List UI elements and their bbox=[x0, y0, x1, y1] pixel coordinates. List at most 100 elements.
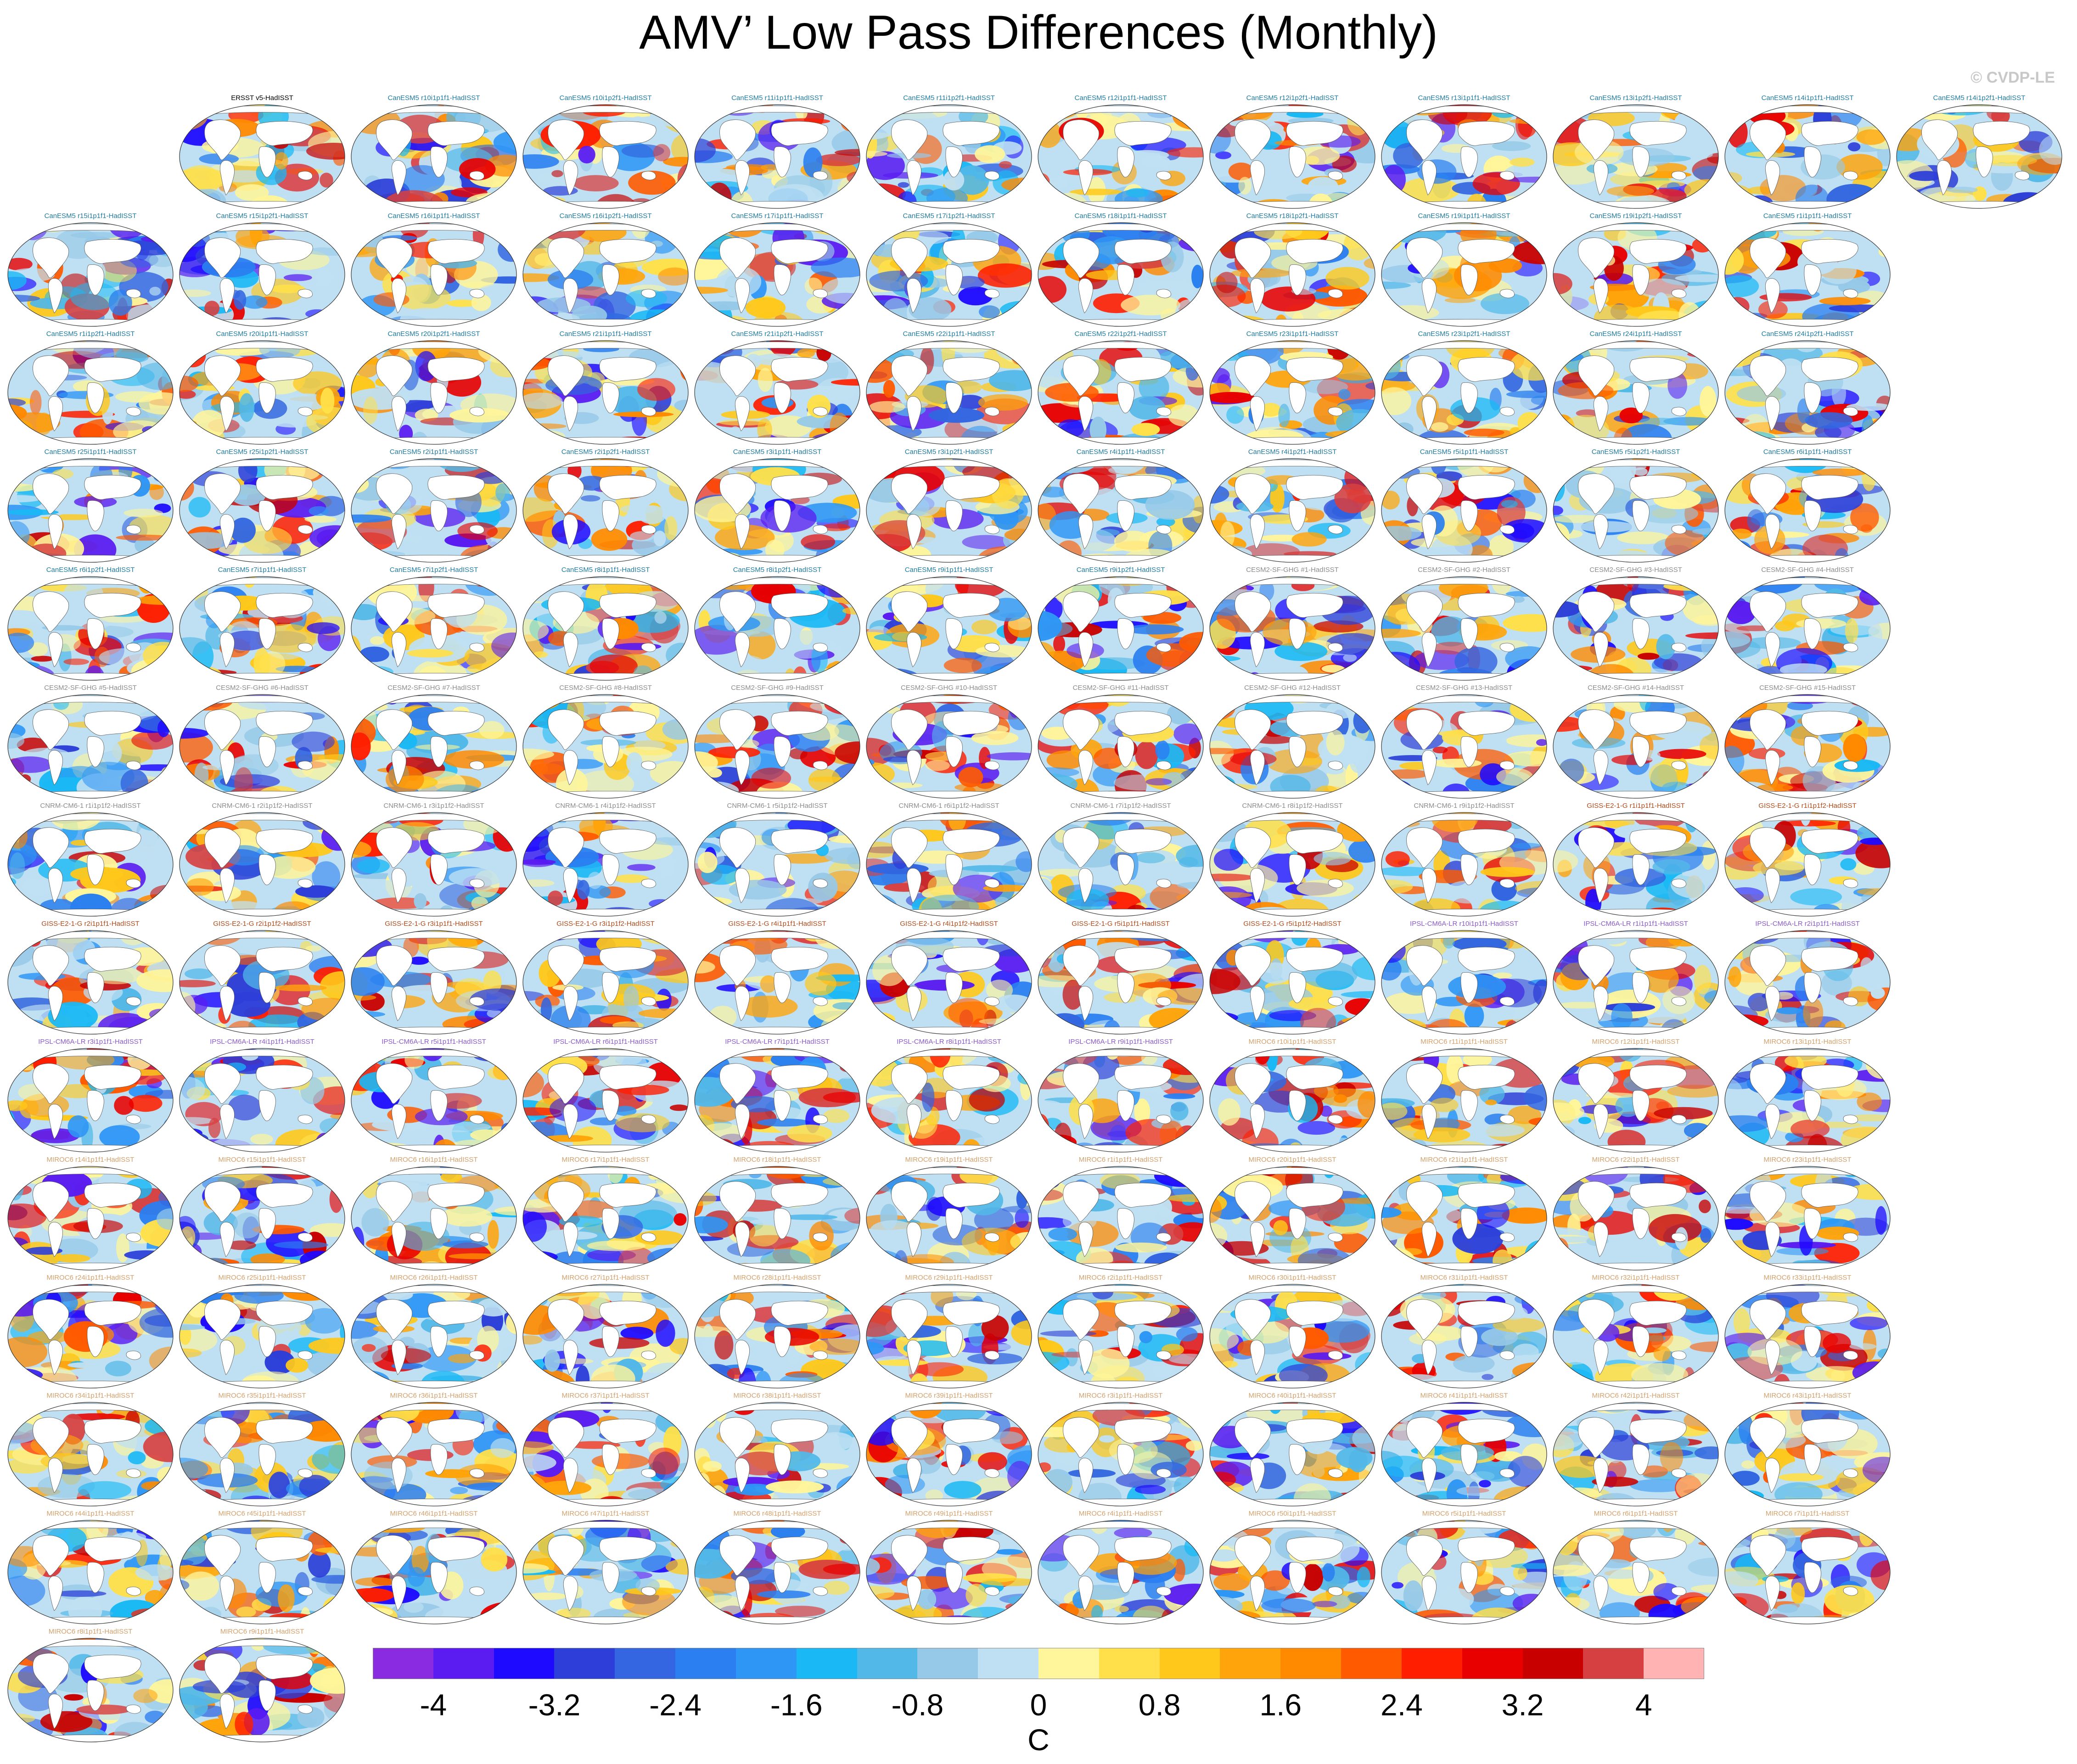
map-panel: CNRM-CM6-1 r8i1p1f2-HadISST bbox=[1207, 802, 1378, 918]
map-panel: CanESM5 r14i1p1f1-HadISST bbox=[1722, 94, 1893, 210]
map-panel-label: MIROC6 r34i1p1f1-HadISST bbox=[46, 1392, 135, 1400]
robinson-map bbox=[1381, 340, 1547, 445]
robinson-map bbox=[694, 1402, 860, 1506]
sst-difference-field bbox=[1038, 812, 1203, 916]
map-panel-label: MIROC6 r49i1p1f1-HadISST bbox=[905, 1510, 993, 1518]
robinson-map bbox=[1209, 812, 1375, 917]
sst-difference-field bbox=[866, 1284, 1032, 1388]
sst-difference-field bbox=[695, 812, 860, 916]
map-panel-label: CNRM-CM6-1 r4i1p1f2-HadISST bbox=[555, 802, 656, 810]
sst-difference-field bbox=[1210, 577, 1375, 680]
sst-difference-field bbox=[1038, 1166, 1203, 1270]
map-panel-label: CanESM5 r10i1p1f1-HadISST bbox=[387, 94, 480, 102]
sst-difference-field bbox=[1725, 1284, 1890, 1388]
robinson-map bbox=[1038, 1166, 1204, 1271]
sst-difference-field bbox=[1038, 105, 1203, 208]
map-panel-label: CESM2-SF-GHG #12-HadISST bbox=[1244, 684, 1341, 692]
map-panel: CanESM5 r2i1p2f1-HadISST bbox=[520, 448, 691, 564]
robinson-map bbox=[694, 1284, 860, 1389]
map-panel-label: MIROC6 r33i1p1f1-HadISST bbox=[1763, 1274, 1852, 1282]
robinson-map bbox=[179, 576, 345, 681]
map-panel-label: IPSL-CM6A-LR r8i1p1f1-HadISST bbox=[897, 1038, 1001, 1046]
sst-difference-field bbox=[1038, 1284, 1203, 1388]
sst-difference-field bbox=[8, 812, 173, 916]
robinson-map bbox=[179, 222, 345, 327]
sst-difference-field bbox=[1038, 694, 1203, 798]
sst-difference-field bbox=[695, 1520, 860, 1624]
sst-difference-field bbox=[1553, 694, 1718, 798]
robinson-map bbox=[522, 1284, 689, 1389]
map-panel-label: CanESM5 r13i1p1f1-HadISST bbox=[1418, 94, 1510, 102]
map-panel-label: CESM2-SF-GHG #15-HadISST bbox=[1759, 684, 1856, 692]
map-panel-label: CESM2-SF-GHG #8-HadISST bbox=[559, 684, 652, 692]
map-panel: ERSST v5-HadISST bbox=[176, 94, 348, 210]
robinson-map bbox=[1209, 222, 1375, 327]
map-panel: MIROC6 r23i1p1f1-HadISST bbox=[1722, 1156, 1893, 1271]
map-panel-label: MIROC6 r23i1p1f1-HadISST bbox=[1763, 1156, 1852, 1164]
map-panel: MIROC6 r24i1p1f1-HadISST bbox=[5, 1274, 176, 1389]
map-panel-label: CanESM5 r25i1p1f1-HadISST bbox=[44, 448, 137, 456]
map-panel: CESM2-SF-GHG #3-HadISST bbox=[1550, 566, 1722, 682]
sst-difference-field bbox=[8, 930, 173, 1034]
robinson-map bbox=[866, 340, 1032, 445]
map-panel-label: CanESM5 r22i1p1f1-HadISST bbox=[903, 330, 995, 338]
robinson-map bbox=[1209, 1284, 1375, 1389]
robinson-map bbox=[522, 930, 689, 1035]
sst-difference-field bbox=[523, 577, 688, 680]
robinson-map bbox=[694, 340, 860, 445]
map-panel-label: MIROC6 r21i1p1f1-HadISST bbox=[1420, 1156, 1508, 1164]
map-panel: CanESM5 r24i1p2f1-HadISST bbox=[1722, 330, 1893, 446]
map-panel-label: IPSL-CM6A-LR r4i1p1f1-HadISST bbox=[210, 1038, 314, 1046]
map-panel-label: GISS-E2-1-G r2i1p1f1-HadISST bbox=[41, 920, 140, 928]
sst-difference-field bbox=[1725, 1166, 1890, 1270]
map-panel: CanESM5 r16i1p2f1-HadISST bbox=[520, 212, 691, 328]
sst-difference-field bbox=[1210, 1166, 1375, 1270]
sst-difference-field bbox=[1210, 930, 1375, 1034]
map-panel: MIROC6 r3i1p1f1-HadISST bbox=[1035, 1392, 1207, 1507]
robinson-map bbox=[694, 812, 860, 917]
robinson-map bbox=[7, 1284, 174, 1389]
robinson-map bbox=[1209, 458, 1375, 563]
sst-difference-field bbox=[351, 812, 516, 916]
robinson-map bbox=[351, 104, 517, 209]
map-panel: MIROC6 r30i1p1f1-HadISST bbox=[1207, 1274, 1378, 1389]
sst-difference-field bbox=[866, 1402, 1032, 1506]
map-panel-label: CNRM-CM6-1 r9i1p1f2-HadISST bbox=[1414, 802, 1515, 810]
sst-difference-field bbox=[1725, 1048, 1890, 1152]
robinson-map bbox=[1553, 812, 1719, 917]
map-panel-label: CanESM5 r23i1p2f1-HadISST bbox=[1418, 330, 1510, 338]
sst-difference-field bbox=[180, 1048, 345, 1152]
robinson-map bbox=[1038, 340, 1204, 445]
robinson-map bbox=[694, 1520, 860, 1624]
map-panel-label: CanESM5 r11i1p2f1-HadISST bbox=[903, 94, 995, 102]
sst-difference-field bbox=[1038, 1520, 1203, 1624]
sst-difference-field bbox=[695, 1166, 860, 1270]
map-panel: CanESM5 r4i1p2f1-HadISST bbox=[1207, 448, 1378, 564]
robinson-map bbox=[351, 458, 517, 563]
map-panel-label: MIROC6 r28i1p1f1-HadISST bbox=[733, 1274, 821, 1282]
map-panel-label: CanESM5 r18i1p2f1-HadISST bbox=[1246, 212, 1339, 220]
map-panel: IPSL-CM6A-LR r9i1p1f1-HadISST bbox=[1035, 1038, 1207, 1154]
map-panel: CESM2-SF-GHG #2-HadISST bbox=[1378, 566, 1550, 682]
map-panel: MIROC6 r29i1p1f1-HadISST bbox=[863, 1274, 1035, 1389]
map-panel-label: MIROC6 r7i1p1f1-HadISST bbox=[1765, 1510, 1850, 1518]
sst-difference-field bbox=[1210, 1284, 1375, 1388]
map-panel-label: CanESM5 r12i1p1f1-HadISST bbox=[1074, 94, 1167, 102]
robinson-map bbox=[694, 930, 860, 1035]
map-panel: IPSL-CM6A-LR r10i1p1f1-HadISST bbox=[1378, 920, 1550, 1036]
map-panel-label: GISS-E2-1-G r1i1p1f2-HadISST bbox=[1758, 802, 1857, 810]
map-panel: CanESM5 r7i1p2f1-HadISST bbox=[348, 566, 520, 682]
map-panel-label: IPSL-CM6A-LR r2i1p1f1-HadISST bbox=[1755, 920, 1860, 928]
robinson-map bbox=[1724, 104, 1891, 209]
map-panel-label: CanESM5 r19i1p2f1-HadISST bbox=[1589, 212, 1682, 220]
map-panel: CanESM5 r13i1p2f1-HadISST bbox=[1550, 94, 1722, 210]
sst-difference-field bbox=[351, 694, 516, 798]
sst-difference-field bbox=[1725, 694, 1890, 798]
map-panel: CanESM5 r1i1p2f1-HadISST bbox=[5, 330, 176, 446]
sst-difference-field bbox=[523, 105, 688, 208]
map-panel-label: MIROC6 r47i1p1f1-HadISST bbox=[561, 1510, 650, 1518]
sst-difference-field bbox=[8, 1048, 173, 1152]
robinson-map bbox=[1553, 222, 1719, 327]
map-panel: MIROC6 r19i1p1f1-HadISST bbox=[863, 1156, 1035, 1271]
